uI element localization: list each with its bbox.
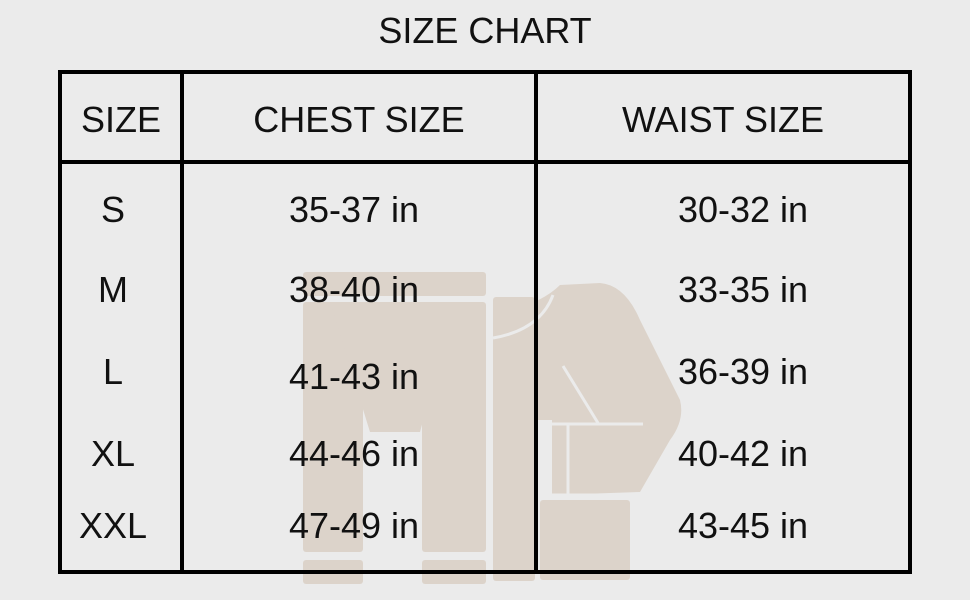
chart-title: SIZE CHART: [378, 10, 592, 51]
column-divider-1: [180, 70, 184, 574]
column-divider-2: [534, 70, 538, 574]
table-border-right: [908, 70, 912, 574]
size-cell: XL: [90, 433, 136, 474]
waist-cell: 33-35 in: [677, 269, 809, 310]
table-border-bottom: [58, 570, 912, 574]
size-cell: XXL: [78, 505, 148, 546]
waist-cell: 43-45 in: [677, 505, 809, 546]
chest-cell: 41-43 in: [288, 356, 420, 397]
header-chest-size: CHEST SIZE: [253, 99, 465, 140]
chest-cell: 35-37 in: [288, 189, 420, 230]
waist-cell: 36-39 in: [677, 351, 809, 392]
waist-cell: 30-32 in: [677, 189, 809, 230]
chest-cell: 44-46 in: [288, 433, 420, 474]
size-cell: M: [98, 269, 128, 310]
header-waist-size: WAIST SIZE: [621, 99, 825, 140]
header-size: SIZE: [80, 99, 161, 140]
table-border-top: [58, 70, 912, 74]
chest-cell: 47-49 in: [288, 505, 420, 546]
table-border-left: [58, 70, 62, 574]
header-divider: [58, 160, 912, 164]
waist-cell: 40-42 in: [677, 433, 809, 474]
size-cell: L: [102, 351, 124, 392]
chest-cell: 38-40 in: [288, 269, 420, 310]
size-cell: S: [100, 189, 125, 230]
